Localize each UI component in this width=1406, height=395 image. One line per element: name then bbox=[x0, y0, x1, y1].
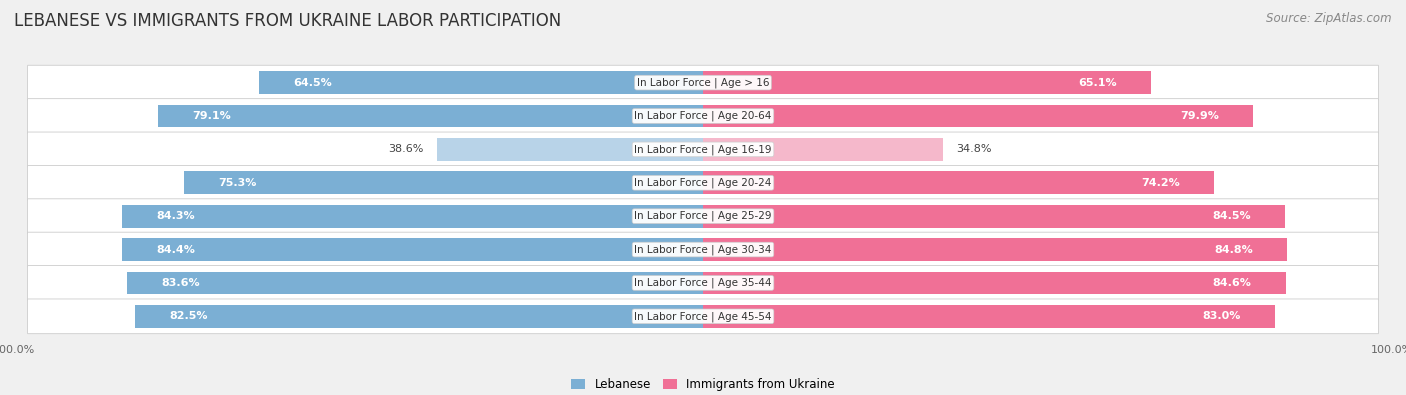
Text: 82.5%: 82.5% bbox=[169, 311, 208, 321]
Bar bbox=[121, 238, 703, 261]
Text: 79.9%: 79.9% bbox=[1180, 111, 1219, 121]
Bar bbox=[259, 71, 703, 94]
Text: 84.3%: 84.3% bbox=[156, 211, 195, 221]
FancyBboxPatch shape bbox=[28, 199, 1378, 233]
Bar bbox=[703, 105, 1254, 127]
Text: In Labor Force | Age 16-19: In Labor Force | Age 16-19 bbox=[634, 144, 772, 155]
Text: In Labor Force | Age 20-24: In Labor Force | Age 20-24 bbox=[634, 177, 772, 188]
Bar bbox=[703, 71, 1152, 94]
Text: 83.0%: 83.0% bbox=[1202, 311, 1240, 321]
Bar bbox=[703, 305, 1275, 328]
Text: 84.5%: 84.5% bbox=[1212, 211, 1251, 221]
Text: 83.6%: 83.6% bbox=[162, 278, 200, 288]
FancyBboxPatch shape bbox=[28, 166, 1378, 200]
Bar bbox=[703, 272, 1286, 294]
Text: 84.4%: 84.4% bbox=[156, 245, 195, 254]
FancyBboxPatch shape bbox=[28, 232, 1378, 267]
Text: In Labor Force | Age 45-54: In Labor Force | Age 45-54 bbox=[634, 311, 772, 322]
Text: In Labor Force | Age 35-44: In Labor Force | Age 35-44 bbox=[634, 278, 772, 288]
Bar bbox=[184, 171, 703, 194]
Text: 79.1%: 79.1% bbox=[193, 111, 231, 121]
Text: 84.8%: 84.8% bbox=[1213, 245, 1253, 254]
Bar bbox=[135, 305, 703, 328]
Text: 34.8%: 34.8% bbox=[956, 145, 993, 154]
Text: LEBANESE VS IMMIGRANTS FROM UKRAINE LABOR PARTICIPATION: LEBANESE VS IMMIGRANTS FROM UKRAINE LABO… bbox=[14, 12, 561, 30]
Bar bbox=[703, 138, 943, 161]
Text: In Labor Force | Age 20-64: In Labor Force | Age 20-64 bbox=[634, 111, 772, 121]
Text: 64.5%: 64.5% bbox=[292, 78, 332, 88]
Bar bbox=[703, 171, 1215, 194]
Bar bbox=[157, 105, 703, 127]
Text: In Labor Force | Age 30-34: In Labor Force | Age 30-34 bbox=[634, 244, 772, 255]
Text: 74.2%: 74.2% bbox=[1142, 178, 1180, 188]
Text: 84.6%: 84.6% bbox=[1212, 278, 1251, 288]
Bar bbox=[703, 238, 1288, 261]
Bar bbox=[127, 272, 703, 294]
Bar bbox=[122, 205, 703, 228]
Bar bbox=[703, 205, 1285, 228]
FancyBboxPatch shape bbox=[28, 65, 1378, 100]
Text: 65.1%: 65.1% bbox=[1078, 78, 1116, 88]
FancyBboxPatch shape bbox=[28, 132, 1378, 167]
Text: 75.3%: 75.3% bbox=[219, 178, 257, 188]
FancyBboxPatch shape bbox=[28, 265, 1378, 300]
FancyBboxPatch shape bbox=[28, 99, 1378, 134]
Bar bbox=[437, 138, 703, 161]
Text: In Labor Force | Age > 16: In Labor Force | Age > 16 bbox=[637, 77, 769, 88]
FancyBboxPatch shape bbox=[28, 299, 1378, 334]
Legend: Lebanese, Immigrants from Ukraine: Lebanese, Immigrants from Ukraine bbox=[567, 373, 839, 395]
Text: In Labor Force | Age 25-29: In Labor Force | Age 25-29 bbox=[634, 211, 772, 222]
Text: 38.6%: 38.6% bbox=[388, 145, 423, 154]
Text: Source: ZipAtlas.com: Source: ZipAtlas.com bbox=[1267, 12, 1392, 25]
